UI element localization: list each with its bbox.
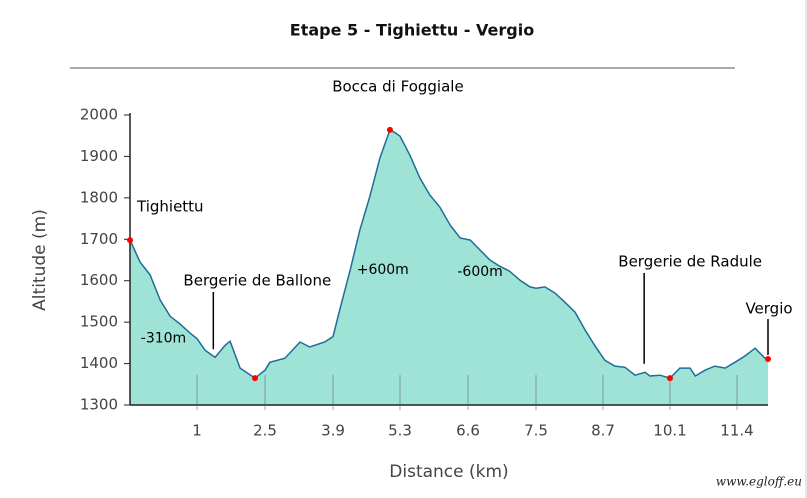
x-tick-label: 8.7	[591, 422, 615, 440]
y-axis-label: Altitude (m)	[30, 209, 50, 311]
x-tick-label: 7.5	[524, 422, 548, 440]
area-fill	[130, 129, 768, 405]
callout-label: Bergerie de Ballone	[183, 272, 331, 290]
x-tick-label: 5.3	[388, 422, 412, 440]
y-tick-label: 1500	[80, 313, 118, 331]
marker-label: Bocca di Foggiale	[332, 78, 463, 96]
y-tick-label: 1300	[80, 396, 118, 414]
y-tick-label: 1800	[80, 188, 118, 206]
segment-label: +600m	[357, 262, 409, 278]
x-tick-label: 10.1	[653, 422, 686, 440]
x-axis-label: Distance (km)	[389, 462, 508, 482]
x-tick-label: 6.6	[456, 422, 480, 440]
y-tick-label: 1700	[80, 230, 118, 248]
marker-label: Vergio	[745, 300, 792, 318]
y-tick-label: 1600	[80, 271, 118, 289]
x-tick-label: 11.4	[720, 422, 753, 440]
marker	[386, 126, 393, 133]
chart-title: Etape 5 - Tighiettu - Vergio	[290, 21, 534, 40]
watermark: www.egloff.eu	[716, 475, 802, 489]
segment-label: -600m	[457, 264, 502, 280]
marker-label: Tighiettu	[136, 198, 204, 216]
marker	[667, 375, 673, 382]
x-tick-label: 3.9	[321, 422, 345, 440]
y-tick-label: 1900	[80, 147, 118, 165]
x-tick-label: 2.5	[253, 422, 277, 440]
y-tick-label: 1400	[80, 354, 118, 372]
marker	[252, 375, 259, 382]
marker	[765, 356, 771, 363]
marker	[127, 237, 133, 244]
callout-label: Bergerie de Radule	[618, 253, 762, 271]
segment-label: -310m	[141, 330, 186, 346]
y-tick-label: 2000	[80, 106, 118, 124]
x-tick-label: 1	[192, 422, 202, 440]
